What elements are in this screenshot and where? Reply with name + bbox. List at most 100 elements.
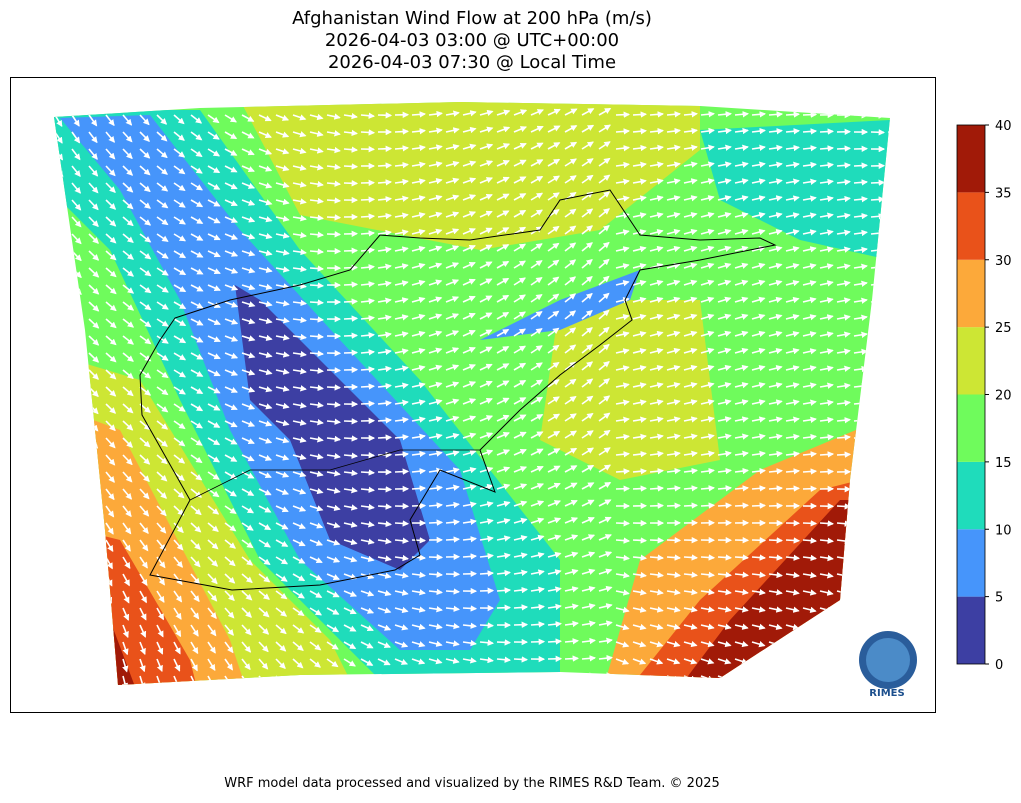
wind-arrow <box>752 488 765 489</box>
wind-arrow <box>497 676 510 678</box>
wind-arrow <box>378 437 391 438</box>
wind-arrow <box>89 455 97 465</box>
wind-arrow <box>582 658 595 659</box>
wind-arrow <box>514 607 527 608</box>
wind-arrow <box>871 300 884 302</box>
wind-arrow <box>888 625 900 630</box>
wind-arrow <box>106 676 109 689</box>
wind-arrow <box>616 540 629 541</box>
wind-arrow <box>310 268 323 269</box>
colorbar-tick-label: 15 <box>995 456 1012 471</box>
wind-arrow <box>344 166 357 167</box>
wind-arrow <box>888 489 901 490</box>
wind-arrow <box>395 676 407 681</box>
wind-arrow <box>718 676 730 680</box>
wind-arrow <box>480 625 493 626</box>
wind-arrow <box>888 216 901 217</box>
wind-arrow <box>89 625 93 637</box>
wind-arrow <box>429 522 442 523</box>
wind-arrow <box>786 659 798 663</box>
wind-arrow <box>803 625 815 629</box>
wind-arrow <box>361 369 374 370</box>
wind-arrow <box>361 216 374 217</box>
wind-arrow <box>327 217 340 218</box>
wind-arrow <box>888 233 901 234</box>
wind-arrow <box>55 438 63 449</box>
wind-arrow <box>803 523 816 524</box>
wind-arrow <box>55 234 64 244</box>
wind-arrow <box>786 676 798 681</box>
wind-arrow <box>361 199 374 200</box>
wind-arrow <box>344 318 357 319</box>
wind-arrow <box>837 523 850 524</box>
wind-arrow <box>633 488 646 489</box>
wind-arrow <box>55 455 62 466</box>
wind-arrow <box>820 625 832 629</box>
wind-arrow <box>888 267 901 268</box>
wind-arrow <box>480 573 493 574</box>
wind-arrow <box>803 676 815 681</box>
wind-arrow <box>395 523 408 524</box>
wind-arrow <box>310 251 323 252</box>
wind-arrow <box>854 182 867 183</box>
wind-arrow <box>854 625 866 630</box>
wind-arrow <box>871 506 884 507</box>
wind-arrow <box>55 574 59 586</box>
wind-arrow <box>89 540 95 551</box>
wind-arrow <box>871 420 884 421</box>
wind-arrow <box>616 114 629 115</box>
wind-arrow <box>718 505 731 506</box>
wind-arrow <box>888 506 901 508</box>
wind-arrow <box>786 471 799 472</box>
wind-arrow <box>72 523 78 534</box>
wind-arrow <box>633 114 646 115</box>
wind-arrow <box>888 250 901 251</box>
wind-arrow <box>871 182 884 183</box>
colorbar-band <box>957 327 985 394</box>
wind-arrow <box>735 557 748 558</box>
wind-arrow <box>837 437 850 438</box>
wind-arrow <box>55 557 60 569</box>
wind-arrow <box>837 625 849 629</box>
wind-arrow <box>72 642 75 655</box>
wind-arrow <box>72 336 81 345</box>
colorbar-tick-label: 10 <box>995 523 1012 538</box>
wind-arrow <box>769 676 781 681</box>
colorbar-tick-label: 30 <box>995 254 1012 269</box>
wind-arrow <box>72 387 81 397</box>
wind-arrow <box>310 319 323 320</box>
wind-arrow <box>310 676 320 685</box>
wind-arrow <box>378 165 391 166</box>
wind-arrow <box>446 676 459 680</box>
wind-arrow <box>548 641 561 642</box>
wind-arrow <box>514 676 527 677</box>
wind-arrow <box>888 540 901 543</box>
wind-arrow <box>752 659 764 663</box>
wind-arrow <box>667 505 680 506</box>
wind-arrow <box>531 676 544 677</box>
wind-arrow <box>259 676 267 686</box>
wind-arrow <box>888 284 901 285</box>
wind-arrow <box>72 574 77 586</box>
wind-arrow <box>310 302 323 303</box>
wind-arrow <box>72 540 78 552</box>
wind-arrow <box>803 642 815 646</box>
wind-arrow <box>72 659 74 672</box>
wind-arrow <box>854 574 867 577</box>
wind-arrow <box>55 285 64 295</box>
logo-text: RIMES <box>869 688 904 699</box>
wind-arrow <box>361 472 374 473</box>
wind-arrow <box>820 523 833 524</box>
wind-arrow <box>718 557 731 558</box>
wind-arrow <box>55 591 59 603</box>
wind-arrow <box>55 251 64 261</box>
wind-arrow <box>888 149 901 150</box>
wind-arrow <box>72 455 80 465</box>
wind-arrow <box>361 403 374 404</box>
title-line: 2026-04-03 03:00 @ UTC+00:00 <box>325 30 619 51</box>
wind-arrow <box>701 557 714 558</box>
wind-arrow <box>820 148 833 149</box>
wind-arrow <box>837 659 849 664</box>
wind-arrow <box>395 454 408 455</box>
